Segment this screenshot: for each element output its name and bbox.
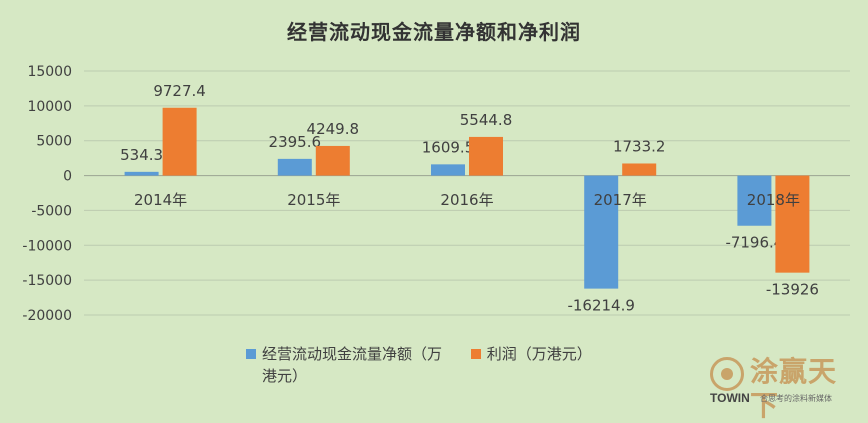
data-label-profit: 9727.4 <box>153 82 206 100</box>
x-tick-label: 2014年 <box>134 191 187 209</box>
chart-title: 经营流动现金流量净额和净利润 <box>287 20 581 44</box>
bar-profit <box>162 107 197 176</box>
legend-item-profit: 利润（万港元） <box>470 343 592 365</box>
data-label-cashflow: -16214.9 <box>567 297 634 315</box>
bar-cashflow <box>124 171 159 176</box>
bar-cashflow <box>584 175 619 289</box>
chart-plot: 15000 10000 5000 0 -5000 -10000 -15000 -20000 53… <box>22 64 850 324</box>
data-label-cashflow: -7196.4 <box>725 234 783 252</box>
legend-swatch-profit <box>470 349 481 359</box>
chart-page: 经营流动现金流量净额和净利润 15000 10000 5000 0 -5000 -1000… <box>22 20 860 422</box>
x-tick-label: 2015年 <box>287 191 340 209</box>
data-label-profit: 4249.8 <box>307 120 360 138</box>
data-label-cashflow: 1609.5 <box>422 138 475 156</box>
watermark: 涂赢天下 TOWIN 合思考的涂料新媒体 <box>710 355 860 422</box>
legend-item-cashflow: 经营流动现金流量净额（万港元） <box>246 343 452 387</box>
chart-legend: 经营流动现金流量净额（万港元） 利润（万港元） <box>246 343 666 387</box>
y-tick-label: 5000 <box>36 134 72 150</box>
towin-logo-icon <box>710 357 744 391</box>
watermark-title: 涂赢天下 <box>750 355 838 422</box>
bar-profit <box>622 163 657 176</box>
legend-label-profit: 利润（万港元） <box>486 345 592 363</box>
legend-label-cashflow: 经营流动现金流量净额（万港元） <box>262 345 443 385</box>
data-label-profit: 5544.8 <box>460 111 513 129</box>
y-tick-label: 15000 <box>27 64 72 80</box>
y-tick-label: -10000 <box>22 238 72 254</box>
bar-cashflow <box>277 158 312 176</box>
data-label-profit: 1733.2 <box>613 137 666 155</box>
y-tick-label: -20000 <box>22 308 72 324</box>
bar-cashflow <box>431 164 465 176</box>
bar-profit <box>469 136 503 176</box>
data-label-cashflow: 2395.6 <box>269 133 322 151</box>
x-tick-label: 2017年 <box>594 191 647 209</box>
y-tick-label: -5000 <box>31 203 72 219</box>
watermark-tagline: 合思考的涂料新媒体 <box>760 394 832 403</box>
y-tick-label: -15000 <box>22 273 72 289</box>
x-tick-label: 2018年 <box>747 191 800 209</box>
y-tick-label: 0 <box>63 169 72 185</box>
x-tick-label: 2016年 <box>440 191 493 209</box>
bar-profit <box>775 175 810 273</box>
y-tick-label: 10000 <box>27 99 72 115</box>
bar-cashflow <box>737 175 772 226</box>
data-label-profit: -13926 <box>766 281 819 299</box>
watermark-brand: TOWIN <box>710 391 750 405</box>
legend-swatch-cashflow <box>246 349 256 359</box>
bar-profit <box>315 145 350 176</box>
data-label-cashflow: 534.3 <box>120 146 163 164</box>
